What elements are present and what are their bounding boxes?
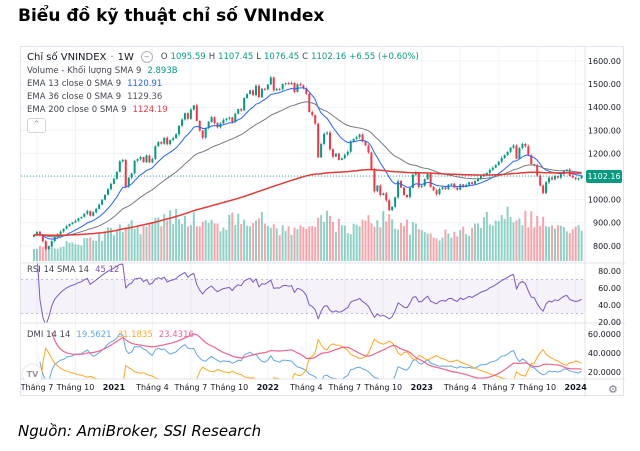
svg-text:Tháng 7: Tháng 7 — [174, 383, 208, 392]
svg-text:Tháng 4: Tháng 4 — [289, 383, 323, 392]
rsi-value: 45.12 — [95, 265, 120, 275]
open-value: 1095.59 — [170, 52, 206, 62]
rsi-label: RSI 14 SMA 14 — [27, 265, 90, 275]
ema200-legend: EMA 200 close 0 SMA 9 1124.19 — [27, 105, 168, 115]
separator-dot: · — [110, 51, 114, 63]
high-value: 1107.45 — [218, 52, 254, 62]
dmi-label: DMI 14 14 — [27, 330, 71, 340]
change-value: +6.55 (+0.60%) — [349, 52, 419, 62]
ema36-legend: EMA 36 close 0 SMA 9 1129.36 — [27, 92, 162, 102]
ema13-value: 1120.91 — [127, 79, 163, 89]
svg-text:2021: 2021 — [103, 383, 126, 392]
svg-text:2024: 2024 — [565, 383, 588, 392]
svg-text:1200.00: 1200.00 — [588, 149, 621, 158]
ohlc-values: O 1095.59 H 1107.45 L 1076.45 C 1102.16 +6.5… — [161, 52, 419, 62]
di-minus-value: 31.1835 — [117, 330, 153, 340]
svg-text:Tháng 10: Tháng 10 — [363, 383, 402, 392]
svg-text:Tháng 4: Tháng 4 — [135, 383, 169, 392]
svg-text:80.00: 80.00 — [598, 267, 621, 276]
collapse-icon[interactable]: − — [140, 51, 153, 63]
svg-text:Tháng 10: Tháng 10 — [209, 383, 248, 392]
svg-text:40.00: 40.00 — [598, 301, 621, 310]
ema36-value: 1129.36 — [127, 92, 163, 102]
svg-text:Tháng 4: Tháng 4 — [443, 383, 477, 392]
close-value: 1102.16 — [311, 52, 347, 62]
volume-legend: Volume - Khối lượng SMA 9 2.893B — [27, 66, 178, 76]
collapse-pane-button[interactable]: ^ — [27, 118, 46, 133]
low-value: 1076.45 — [264, 52, 300, 62]
tradingview-logo[interactable]: TV — [23, 365, 42, 384]
chart-widget: 1600.001500.001400.001300.001200.001100.… — [20, 46, 625, 397]
volume-value: 2.893B — [147, 66, 178, 76]
svg-text:Tháng 10: Tháng 10 — [517, 383, 556, 392]
gear-icon[interactable]: ⚙ — [608, 383, 618, 396]
svg-text:1600.00: 1600.00 — [588, 57, 621, 66]
rsi-legend: RSI 14 SMA 14 45.12 — [27, 265, 119, 275]
svg-text:800.00: 800.00 — [593, 242, 621, 251]
low-label: L — [256, 52, 262, 62]
adx-value: 23.4316 — [158, 330, 194, 340]
svg-text:2023: 2023 — [411, 383, 433, 392]
svg-text:1400.00: 1400.00 — [588, 103, 621, 112]
svg-text:Tháng 10: Tháng 10 — [56, 383, 95, 392]
svg-text:2022: 2022 — [257, 383, 279, 392]
svg-text:60.0000: 60.0000 — [588, 330, 621, 339]
di-plus-value: 19.5621 — [76, 330, 112, 340]
interval-label[interactable]: 1W — [117, 51, 134, 63]
svg-text:900.00: 900.00 — [593, 219, 621, 228]
high-label: H — [208, 52, 216, 62]
open-label: O — [160, 52, 168, 62]
price-tag: 1102.16 — [586, 169, 622, 183]
ema13-legend: EMA 13 close 0 SMA 9 1120.91 — [27, 79, 162, 89]
source-note: Nguồn: AmiBroker, SSI Research — [18, 422, 262, 440]
ema36-label: EMA 36 close 0 SMA 9 — [27, 92, 122, 102]
svg-text:40.0000: 40.0000 — [588, 349, 621, 358]
svg-text:20.00: 20.00 — [598, 318, 621, 327]
page-title: Biểu đồ kỹ thuật chỉ số VNIndex — [18, 6, 325, 26]
svg-text:Tháng 7: Tháng 7 — [327, 383, 361, 392]
svg-text:1000.00: 1000.00 — [588, 196, 621, 205]
ema200-value: 1124.19 — [132, 105, 168, 115]
svg-text:60.00: 60.00 — [598, 284, 621, 293]
chart-legend-main: Chỉ số VNINDEX · 1W − O 1095.59 H 1107.45 … — [27, 51, 419, 63]
svg-text:1300.00: 1300.00 — [588, 126, 621, 135]
ema13-label: EMA 13 close 0 SMA 9 — [27, 79, 122, 89]
svg-text:20.0000: 20.0000 — [588, 368, 621, 377]
svg-text:Tháng 7: Tháng 7 — [21, 383, 53, 392]
symbol-label: Chỉ số VNINDEX — [27, 51, 107, 63]
volume-label: Volume - Khối lượng SMA 9 — [27, 66, 142, 76]
svg-text:Tháng 7: Tháng 7 — [481, 383, 515, 392]
ema200-label: EMA 200 close 0 SMA 9 — [27, 105, 127, 115]
close-label: C — [302, 52, 309, 62]
dmi-legend: DMI 14 14 19.5621 31.1835 23.4316 — [27, 330, 194, 340]
svg-text:1500.00: 1500.00 — [588, 80, 621, 89]
chart-canvas[interactable]: 1600.001500.001400.001300.001200.001100.… — [21, 47, 625, 397]
